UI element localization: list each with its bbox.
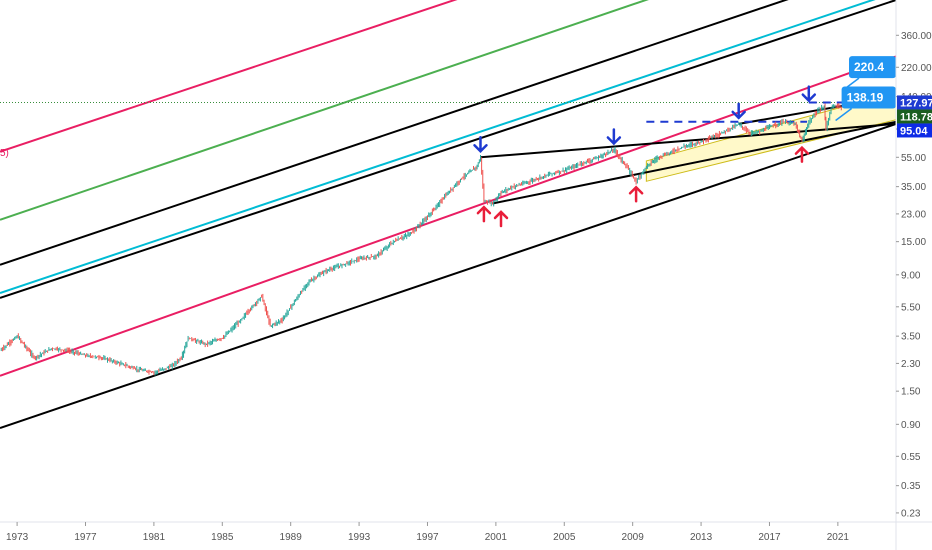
x-tick-label: 2017	[758, 532, 781, 543]
left-edge-label: 5)	[0, 148, 9, 159]
x-tick-label: 2005	[553, 532, 576, 543]
y-tick-label: 0.55	[901, 452, 921, 463]
channel-line[interactable]	[0, 0, 896, 294]
callout-pointer	[835, 107, 853, 122]
y-tick-label: 23.00	[901, 209, 926, 220]
y-axis-panel[interactable]	[896, 0, 932, 550]
channel-line[interactable]	[0, 0, 897, 299]
y-tick-label: 360.00	[901, 31, 932, 42]
x-tick-label: 1977	[74, 532, 97, 543]
plot-background	[0, 0, 896, 522]
x-tick-label: 2009	[622, 532, 645, 543]
down-arrow[interactable]	[606, 128, 622, 146]
channel-line[interactable]	[0, 55, 897, 377]
x-tick-label: 1973	[6, 532, 29, 543]
up-arrow[interactable]	[628, 185, 644, 203]
y-tick-label: 0.23	[901, 508, 921, 519]
y-tick-label: 9.00	[901, 270, 921, 281]
y-tick-label: 55.00	[901, 153, 926, 164]
channel-line[interactable]	[0, 0, 896, 153]
price-badge-label: 127.97	[900, 97, 932, 109]
callout-label: 138.19	[847, 90, 884, 104]
y-tick-label: 0.35	[901, 481, 921, 492]
y-tick-label: 3.50	[901, 332, 921, 343]
down-arrow[interactable]	[731, 102, 746, 120]
callouts-layer: 220.4 138.19	[835, 56, 896, 122]
channel-line[interactable]	[0, 0, 896, 266]
price-badge	[897, 95, 932, 110]
price-badge	[897, 123, 932, 138]
channel-line[interactable]	[0, 122, 897, 429]
price-series-layer	[0, 103, 842, 376]
x-tick-label: 1997	[416, 532, 439, 543]
channel-lines-layer	[0, 0, 897, 429]
y-tick-label: 220.00	[901, 63, 932, 74]
x-tick-label: 2013	[690, 532, 713, 543]
x-tick-label: 1981	[143, 532, 166, 543]
y-tick-label: 0.90	[901, 420, 921, 431]
price-badge-label: 118.78	[900, 111, 932, 123]
down-arrow[interactable]	[801, 85, 817, 103]
price-badges-layer: 127.97 118.78 95.04	[897, 95, 932, 137]
price-badge-label: 95.04	[900, 125, 928, 137]
y-tick-label: 1.50	[901, 387, 921, 398]
x-tick-label: 1993	[348, 532, 371, 543]
trend-line[interactable]	[492, 120, 897, 205]
x-axis-panel[interactable]	[0, 522, 932, 550]
up-arrow[interactable]	[476, 205, 492, 223]
y-tick-label: 35.00	[901, 182, 926, 193]
down-arrow[interactable]	[473, 136, 488, 154]
callout-label: 220.4	[854, 60, 884, 74]
x-tick-label: 1985	[211, 532, 234, 543]
channel-line[interactable]	[0, 0, 896, 221]
price-badge	[897, 109, 932, 124]
up-arrow[interactable]	[493, 210, 509, 228]
y-tick-label: 2.30	[901, 359, 921, 370]
y-tick-label: 15.00	[901, 237, 926, 248]
x-tick-label: 2001	[485, 532, 508, 543]
callout-box[interactable]	[849, 56, 896, 79]
y-tick-label: 5.50	[901, 302, 921, 313]
x-tick-label: 1989	[280, 532, 303, 543]
x-axis-ticks: 1973 1977 1981 1985 1989 1993 1997 2001 2005 2009…	[6, 522, 849, 543]
up-arrow[interactable]	[794, 145, 810, 163]
arrows-layer	[473, 85, 817, 228]
callout-box[interactable]	[841, 86, 896, 109]
x-tick-label: 2021	[827, 532, 850, 543]
